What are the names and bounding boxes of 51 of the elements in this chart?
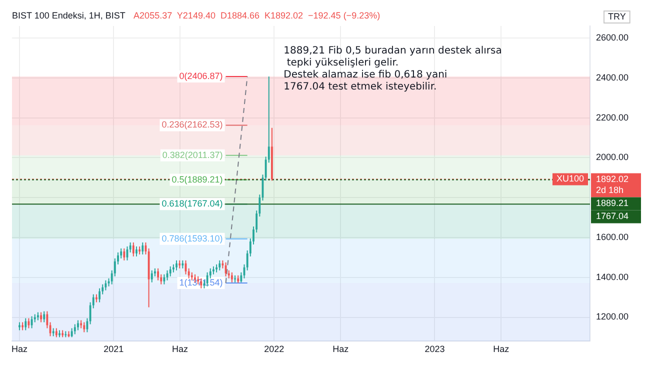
annotation: 1889,21 Fib 0,5 buradan yarın destek alırsa tepki yükselişleri gelir. Destek alamaz ise fib 0,618 yani 1767.04 test etmek isteyebilir.: [284, 46, 502, 93]
band-label: 0.5(1889.21): [172, 174, 223, 184]
y-tick-label: 2200.00: [596, 112, 629, 122]
ref-line-label: 1767.04: [596, 211, 629, 222]
candlestick: [240, 272, 242, 283]
candlestick: [230, 272, 233, 283]
y-tick-label: 1200.00: [596, 312, 629, 322]
candlestick: [40, 312, 42, 323]
chart-title: BIST 100 Endeksi, 1H, BIST: [12, 10, 126, 20]
candlestick: [176, 260, 178, 271]
text: 2d 18h: [596, 185, 624, 196]
candlestick: [43, 310, 46, 323]
band-label: 0.382(2011.37): [162, 150, 223, 160]
candlestick: [157, 268, 159, 281]
band-label: 0.786(1593.10): [162, 233, 223, 244]
x-tick-label: 2021: [104, 344, 124, 354]
candlestick: [163, 274, 166, 285]
y-tick-label: 1400.00: [596, 272, 629, 282]
candlestick: [218, 260, 221, 271]
band-label: 0(2406.87): [179, 70, 223, 81]
x-tick-label: 2022: [264, 344, 284, 354]
candlestick: [129, 242, 132, 253]
y-tick-label: 2400.00: [596, 72, 629, 82]
ref-line-label: 1892.02: [596, 174, 629, 184]
ref-line-label: 1889.21: [596, 198, 629, 208]
y-tick-label: 2000.00: [596, 152, 629, 162]
candlestick: [98, 288, 100, 303]
x-tick-label: Haz: [172, 344, 189, 354]
chart-subtitle: A2055.37 Y2149.40 D1884.66 K1892.02 −192.45 (−9.23%): [134, 10, 380, 20]
annotation: XU100: [556, 174, 584, 184]
y-tick-label: 1600.00: [596, 232, 629, 242]
candlestick: [136, 246, 138, 257]
candlestick: [132, 242, 134, 257]
candlestick: [83, 322, 86, 333]
y-tick-label: 2600.00: [596, 32, 629, 42]
candlestick: [24, 318, 27, 331]
x-tick-label: 2023: [424, 344, 445, 354]
candlestick: [104, 280, 107, 291]
candlestick: [46, 310, 48, 329]
x-tick-label: Haz: [11, 344, 28, 354]
band-label: 0.618(1767.04): [162, 198, 223, 209]
candlestick: [150, 270, 153, 283]
candlestick: [77, 320, 79, 331]
band-label: 0.236(2162.53): [162, 120, 223, 130]
candlestick: [169, 266, 172, 277]
candlestick: [123, 248, 126, 261]
x-tick-label: Haz: [332, 344, 350, 354]
x-tick-label: Haz: [493, 344, 510, 354]
candlestick: [142, 242, 144, 255]
candlestick: [74, 324, 76, 335]
y-axis-title: TRY: [608, 11, 626, 22]
